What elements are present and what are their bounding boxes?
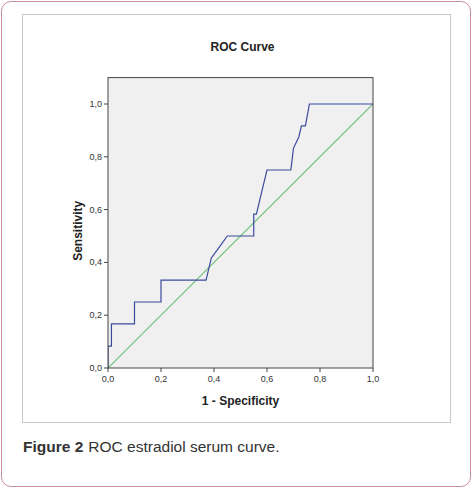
caption: Figure 2 ROC estradiol serum curve. xyxy=(23,438,280,455)
caption-label: Figure 2 xyxy=(23,438,83,455)
y-tick-label: 1,0 xyxy=(89,99,102,109)
y-tick xyxy=(104,156,108,157)
y-tick xyxy=(104,368,108,369)
y-axis-label: Sensitivity xyxy=(71,200,85,260)
y-tick xyxy=(104,262,108,263)
chart: ROC Curve 0,0 0,2 0,4 0,6 0,8 1,0 0,0 0,2 0,4 0,6 0… xyxy=(0,0,474,490)
y-tick xyxy=(104,209,108,210)
y-tick-label: 0,6 xyxy=(89,205,102,215)
chart-panel xyxy=(23,15,451,423)
x-tick xyxy=(320,368,321,372)
title: ROC Curve xyxy=(210,40,274,54)
x-tick-label: 0,6 xyxy=(261,374,274,384)
y-tick-label: 0,4 xyxy=(89,257,102,267)
x-tick-label: 0,0 xyxy=(102,374,115,384)
series-line xyxy=(108,104,373,368)
y-tick xyxy=(104,315,108,316)
x-tick-label: 0,2 xyxy=(155,374,168,384)
caption-text: ROC estradiol serum curve. xyxy=(88,438,279,455)
x-tick-label: 0,4 xyxy=(208,374,221,384)
x-tick xyxy=(108,368,109,372)
x-tick xyxy=(267,368,268,372)
y-tick-label: 0,0 xyxy=(89,363,102,373)
y-tick xyxy=(104,104,108,105)
y-tick-label: 0,8 xyxy=(89,152,102,162)
x-tick-label: 0,8 xyxy=(314,374,327,384)
y-tick-label: 0,2 xyxy=(89,310,102,320)
x-tick xyxy=(373,368,374,372)
x-tick xyxy=(161,368,162,372)
plot-area xyxy=(108,104,373,368)
x-tick-label: 1,0 xyxy=(367,374,380,384)
plot-background xyxy=(108,78,373,368)
x-tick xyxy=(214,368,215,372)
plot-frame xyxy=(108,78,373,368)
series-line xyxy=(108,104,373,368)
x-axis-label: 1 - Specificity xyxy=(202,394,280,408)
